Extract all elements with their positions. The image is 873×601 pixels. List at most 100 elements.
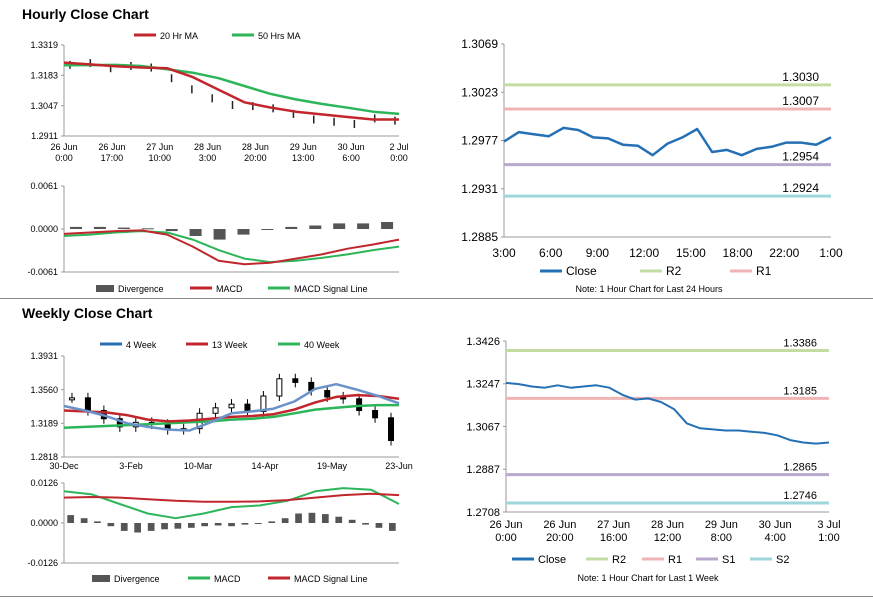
hourly-macd-line [63, 229, 400, 266]
weekly-macd-divergence-bar [268, 521, 276, 523]
weekly-signal-legend-label: MACD Signal Line [294, 574, 368, 584]
hourly-close-line [503, 126, 832, 157]
weekly-macd-divergence-bar [120, 523, 128, 531]
hourly-macd-legend-label: MACD [216, 284, 243, 294]
hourly-macd-divergence-bar [189, 229, 202, 236]
hourly-macd-divergence-bar [237, 229, 250, 235]
weekly-pivot-x-tick-label: 3 Jul [817, 519, 840, 531]
weekly-price-candle-body [68, 397, 75, 401]
hourly-macd-signal-line [63, 230, 400, 264]
hourly-macd-divergence-bar [333, 223, 346, 229]
hourly-price-y-tick-label: 1.2911 [31, 131, 58, 141]
hourly-price-x-tick-label: 2 Jul [389, 142, 408, 152]
weekly-macd-divergence-bar [375, 523, 383, 528]
hourly-price-y-tick-label: 1.3183 [30, 70, 58, 80]
weekly-macd-divergence-bar [254, 523, 262, 524]
hourly-pivot-y-tick-label: 1.2885 [461, 230, 498, 244]
weekly-section-title: Weekly Close Chart [22, 305, 153, 321]
weekly-price-x-tick-label: 3-Feb [119, 461, 143, 471]
weekly-macd-legend-label: MACD [214, 574, 241, 584]
hourly-macd-divergence-bar [357, 223, 370, 229]
hourly-ma50-line [63, 63, 400, 116]
weekly-pivot-y-tick-label: 1.2708 [466, 507, 500, 519]
weekly-pivot-r1-legend-label: R1 [668, 554, 682, 566]
hourly-pivot-x-tick-label: 9:00 [586, 246, 610, 260]
weekly-pivot-x-tick-label: 4:00 [764, 532, 785, 544]
weekly-price-candle-body [276, 378, 283, 397]
hourly-pivot-x-tick-label: 1:00 [819, 246, 843, 260]
weekly-macd-divergence-bar [80, 518, 88, 523]
hourly-price-y-tick-label: 1.3319 [30, 40, 58, 50]
weekly-macd-divergence-bar [201, 523, 208, 527]
weekly-price-candle-body [324, 390, 331, 398]
weekly-macd-divergence-bar [94, 521, 101, 523]
hourly-macd-divergence-bar [117, 227, 130, 229]
weekly-macd-signal-line [63, 492, 400, 503]
weekly-macd-divergence-bar [107, 523, 115, 527]
weekly-macd-divergence-bar [241, 523, 249, 525]
hourly-pivot-level-label-s1: 1.2954 [782, 150, 819, 164]
weekly-macd-divergence-bar [67, 515, 74, 523]
weekly-macd-divergence-bar [295, 513, 302, 523]
weekly-pivot-x-tick-label: 26 Jun [489, 519, 522, 531]
weekly-pivot-x-tick-label: 30 Jun [759, 519, 792, 531]
hourly-price-x-tick-label: 26 Jun [50, 142, 77, 152]
weekly-macd-y-tick-label: -0.0126 [27, 558, 58, 568]
hourly-pivot-r1-legend-label: R1 [756, 264, 772, 278]
weekly-macd-y-tick-label: 0.0126 [30, 478, 58, 488]
weekly-pivot-level-label-r2: 1.3386 [783, 338, 817, 350]
weekly-macd-divergence-bar [228, 523, 235, 527]
weekly-pivot-y-tick-label: 1.3247 [466, 379, 500, 391]
hourly-pivot-level-label-r1: 1.3007 [782, 94, 819, 108]
hourly-price-x-tick-label: 6:00 [342, 153, 360, 163]
hourly-section-title: Hourly Close Chart [22, 6, 149, 22]
weekly-price-x-tick-label: 14-Apr [251, 461, 278, 471]
hourly-macd-divergence-bar [141, 228, 154, 230]
weekly-macd-divergence-bar [281, 518, 289, 523]
hourly-signal-legend-label: MACD Signal Line [294, 284, 368, 294]
hourly-pivot-x-tick-label: 6:00 [539, 246, 563, 260]
weekly-price-y-tick-label: 1.2818 [30, 452, 58, 462]
weekly-price-y-tick-label: 1.3931 [30, 351, 58, 361]
weekly-macd-divergence-bar [161, 523, 168, 530]
weekly-macd-divergence-bar [308, 512, 316, 523]
weekly-pivot-r2-legend-label: R2 [612, 554, 626, 566]
weekly-price-candle-body [260, 395, 267, 412]
weekly-pivot-x-tick-label: 8:00 [711, 532, 732, 544]
hourly-price-x-tick-label: 30 Jun [338, 142, 365, 152]
weekly-pivot-y-tick-label: 1.2887 [466, 464, 500, 476]
weekly-pivot-level-label-s2: 1.2746 [783, 490, 817, 502]
hourly-macd-divergence-bar [261, 229, 274, 230]
weekly-macd-divergence-bar [389, 523, 396, 531]
weekly-macd-divergence-bar [362, 523, 369, 525]
weekly-13wk-line [63, 393, 400, 423]
bottom-divider [0, 596, 873, 597]
weekly-macd-divergence-bar [322, 514, 329, 523]
weekly-price-candle-body [372, 410, 379, 419]
weekly-pivot-x-tick-label: 26 Jun [543, 519, 576, 531]
weekly-40wk-legend-label: 40 Week [304, 340, 340, 350]
hourly-pivot-x-tick-label: 15:00 [676, 246, 706, 260]
hourly-macd-divergence-bar [381, 222, 394, 229]
hourly-pivot-r2-legend-label: R2 [666, 264, 682, 278]
weekly-pivot-y-tick-label: 1.3426 [466, 336, 500, 348]
weekly-close-line [505, 381, 830, 445]
hourly-pivot-x-tick-label: 12:00 [629, 246, 659, 260]
weekly-4wk-line [63, 382, 400, 432]
weekly-macd-divergence-bar [214, 523, 222, 526]
hourly-pivot-note: Note: 1 Hour Chart for Last 24 Hours [575, 284, 723, 294]
weekly-macd-divergence-bar [174, 523, 182, 529]
hourly-price-x-tick-label: 10:00 [148, 153, 171, 163]
weekly-macd-divergence-bar [335, 516, 343, 523]
weekly-pivot-x-tick-label: 29 Jun [705, 519, 738, 531]
hourly-pivot-close-legend-label: Close [566, 264, 597, 278]
hourly-price-x-tick-label: 0:00 [390, 153, 408, 163]
weekly-pivot-s1-legend-label: S1 [722, 554, 735, 566]
hourly-divergence-legend-swatch [96, 285, 114, 292]
weekly-price-x-tick-label: 23-Jun [385, 461, 413, 471]
weekly-pivot-close-legend-label: Close [538, 554, 566, 566]
hourly-price-x-tick-label: 28 Jun [194, 142, 221, 152]
weekly-price-candle-body [228, 403, 235, 409]
hourly-ma20-line [63, 61, 399, 121]
